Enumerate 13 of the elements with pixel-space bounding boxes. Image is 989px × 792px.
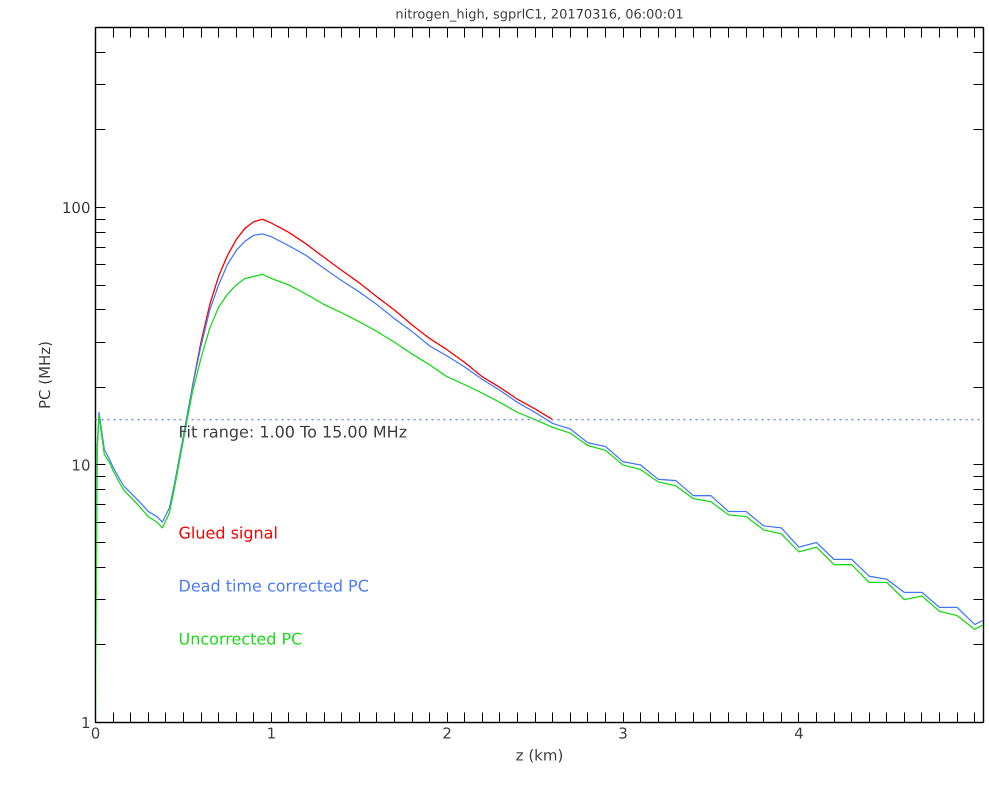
y-tick-label: 10 xyxy=(71,456,91,474)
text: Dead time corrected PC xyxy=(178,576,369,596)
y-tick-label: 100 xyxy=(62,198,91,217)
x-tick-label: 4 xyxy=(794,724,804,742)
x-axis-title: z (km) xyxy=(516,746,564,764)
chart-title: nitrogen_high, sgprlC1, 20170316, 06:00:01 xyxy=(395,8,684,22)
text: Uncorrected PC xyxy=(178,630,302,648)
x-tick-label: 3 xyxy=(618,724,628,742)
y-axis-title: PC (MHz) xyxy=(36,340,54,410)
x-tick-label: 1 xyxy=(266,724,276,742)
x-tick-label: 2 xyxy=(442,724,452,742)
x-tick-label: 0 xyxy=(90,724,100,742)
text: Glued signal xyxy=(178,524,278,542)
